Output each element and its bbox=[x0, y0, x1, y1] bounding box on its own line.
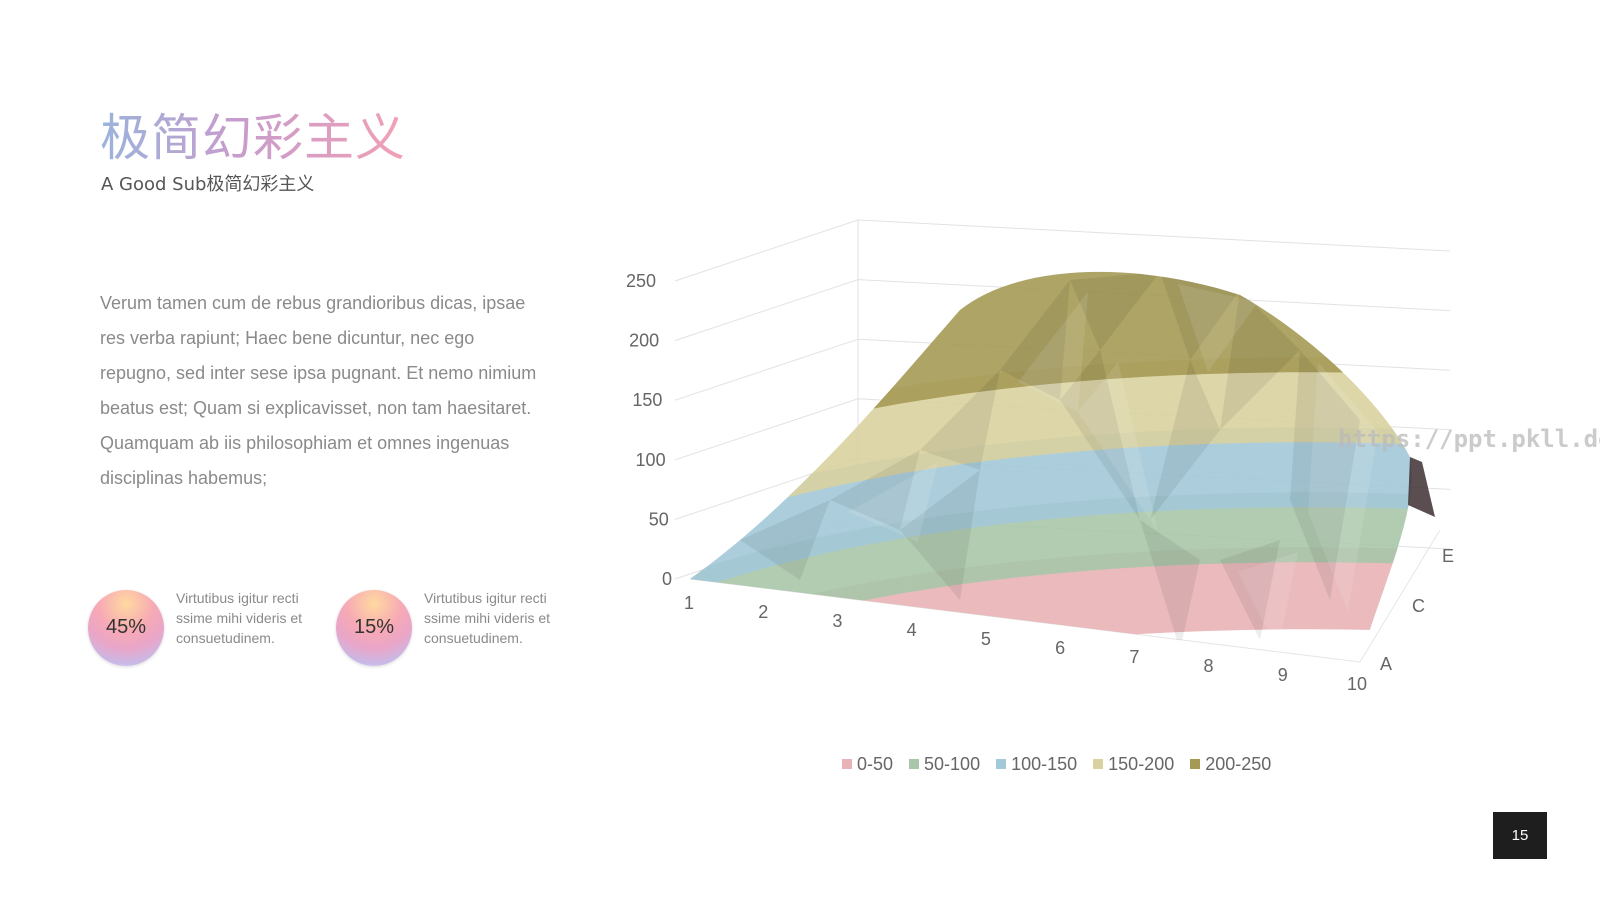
x-tick-label: 4 bbox=[907, 620, 917, 640]
depth-tick-label: E bbox=[1442, 546, 1454, 566]
gridline bbox=[674, 219, 1451, 282]
stat-value-2: 15% bbox=[353, 616, 395, 638]
surface-facet bbox=[1070, 272, 1160, 350]
z-tick-label: 0 bbox=[662, 569, 672, 589]
page-number: 15 bbox=[1493, 812, 1547, 859]
surface-highlight bbox=[848, 462, 938, 542]
surface-facet bbox=[1290, 420, 1360, 600]
slide-title: 极简幻彩主义 bbox=[100, 109, 406, 167]
surface-facet bbox=[740, 500, 830, 580]
surface-highlight bbox=[1178, 284, 1258, 372]
stat-text-2: Virtutibus igitur recti ssime mihi vider… bbox=[424, 590, 551, 646]
z-axis-labels: 0 50 100 150 200 250 bbox=[626, 271, 672, 589]
surface-facet bbox=[1060, 350, 1140, 520]
depth-tick-label: C bbox=[1412, 596, 1425, 616]
x-tick-label: 1 bbox=[684, 593, 694, 613]
surface-facet bbox=[900, 470, 980, 600]
legend-item: 150-200 bbox=[1093, 754, 1174, 775]
surface-highlight bbox=[1308, 432, 1378, 612]
z-tick-label: 100 bbox=[636, 450, 666, 470]
legend-label: 50-100 bbox=[924, 753, 981, 774]
x-tick-label: 5 bbox=[981, 629, 991, 649]
stat-circle-1 bbox=[88, 590, 164, 666]
x-tick-label: 2 bbox=[758, 602, 768, 622]
legend-swatch bbox=[996, 759, 1007, 769]
depth-tick-label: A bbox=[1380, 654, 1392, 674]
depth-axis-labels: A C E bbox=[1380, 546, 1454, 674]
watermark: https://ppt.pkll.de bbox=[1338, 425, 1600, 453]
surface-facet bbox=[1160, 272, 1240, 360]
legend-swatch bbox=[909, 759, 920, 769]
floor-edge bbox=[689, 529, 1441, 663]
legend-item: 100-150 bbox=[996, 754, 1077, 775]
surface-facet bbox=[1220, 290, 1300, 430]
stat-value-1: 45% bbox=[105, 616, 147, 638]
surface-facet bbox=[1150, 360, 1220, 520]
stat-circle-2 bbox=[336, 590, 412, 666]
legend-swatch bbox=[1190, 759, 1201, 769]
surface-facet bbox=[1140, 520, 1200, 650]
x-tick-label: 10 bbox=[1347, 674, 1367, 694]
stat-text-1: Virtutibus igitur recti ssime mihi vider… bbox=[176, 590, 303, 646]
x-tick-label: 6 bbox=[1055, 638, 1065, 658]
z-tick-label: 50 bbox=[649, 509, 669, 529]
surface-chart: 0 50 100 150 200 250 1 2 3 4 5 6 7 8 9 10 A C E bbox=[626, 219, 1454, 694]
x-tick-label: 7 bbox=[1129, 647, 1139, 667]
z-tick-label: 200 bbox=[629, 331, 659, 351]
surface-highlight bbox=[1308, 362, 1378, 512]
legend-label: 100-150 bbox=[1011, 753, 1078, 774]
z-tick-label: 250 bbox=[626, 271, 656, 291]
surface-layers bbox=[690, 271, 1435, 663]
surface-facet bbox=[920, 370, 1000, 470]
z-tick-label: 150 bbox=[632, 390, 662, 410]
surface-facet bbox=[830, 450, 920, 530]
slide-subtitle: A Good Sub极简幻彩主义 bbox=[101, 174, 315, 195]
x-tick-label: 9 bbox=[1278, 665, 1288, 685]
surface-back-edge bbox=[1408, 457, 1435, 517]
surface-highlight bbox=[1238, 552, 1298, 652]
x-tick-label: 8 bbox=[1204, 656, 1214, 676]
surface-facet bbox=[1290, 350, 1360, 500]
legend-label: 0-50 bbox=[857, 753, 894, 774]
surface-facet bbox=[1220, 540, 1280, 640]
x-tick-label: 3 bbox=[832, 611, 842, 631]
legend-swatch bbox=[1093, 759, 1104, 769]
body-paragraph: Verum tamen cum de rebus grandioribus di… bbox=[100, 293, 537, 488]
legend-label: 150-200 bbox=[1108, 753, 1175, 774]
surface-highlight bbox=[1078, 362, 1158, 532]
stat-block-2: 15% Virtutibus igitur recti ssime mihi v… bbox=[336, 590, 576, 670]
legend-swatch bbox=[842, 759, 852, 769]
legend-label: 200-250 bbox=[1205, 753, 1272, 774]
surface-facet bbox=[1000, 280, 1070, 400]
legend-item: 0-50 bbox=[842, 754, 893, 775]
legend-item: 50-100 bbox=[909, 754, 980, 775]
chart-legend: 0-50 50-100 100-150 150-200 200-250 bbox=[842, 752, 1287, 776]
surface-highlight bbox=[1018, 292, 1088, 412]
stat-block-1: 45% Virtutibus igitur recti ssime mihi v… bbox=[88, 590, 328, 670]
x-axis-labels: 1 2 3 4 5 6 7 8 9 10 bbox=[684, 593, 1367, 694]
legend-item: 200-250 bbox=[1190, 754, 1271, 775]
